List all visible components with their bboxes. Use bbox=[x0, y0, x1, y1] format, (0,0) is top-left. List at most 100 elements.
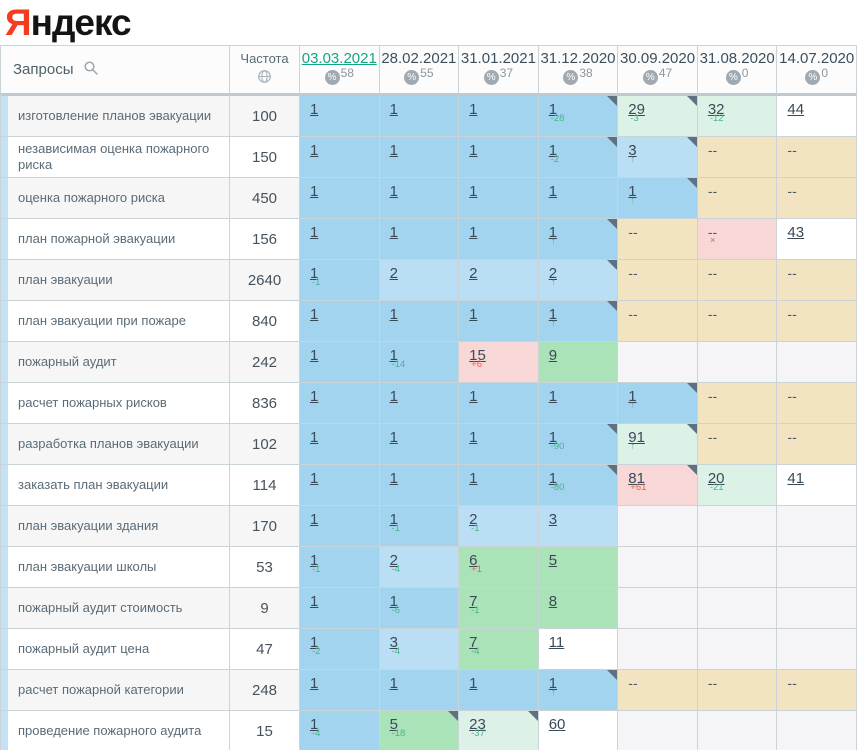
position-link[interactable]: 3 bbox=[548, 511, 558, 528]
position-link[interactable]: 1 bbox=[469, 675, 478, 692]
query-cell[interactable]: пожарный аудит bbox=[1, 342, 230, 383]
position-link[interactable]: 41 bbox=[787, 470, 805, 487]
position-link[interactable]: 1 bbox=[389, 183, 398, 200]
position-link[interactable]: 1 bbox=[548, 224, 558, 241]
position-link[interactable]: 6 bbox=[469, 552, 478, 569]
position-link[interactable]: 1 bbox=[310, 101, 319, 118]
query-cell[interactable]: расчет пожарной категории bbox=[1, 670, 230, 711]
position-link[interactable]: 1 bbox=[389, 306, 398, 323]
query-cell[interactable]: разработка планов эвакуации bbox=[1, 424, 230, 465]
position-link[interactable]: 2 bbox=[389, 265, 398, 282]
position-link[interactable]: 1 bbox=[469, 101, 478, 118]
position-link[interactable]: 1 bbox=[548, 183, 558, 200]
position-link[interactable]: 1 bbox=[548, 142, 558, 159]
position-link[interactable]: 1 bbox=[389, 429, 398, 446]
query-cell[interactable]: пожарный аудит стоимость bbox=[1, 588, 230, 629]
query-cell[interactable]: оценка пожарного риска bbox=[1, 178, 230, 219]
position-link[interactable]: 1 bbox=[548, 470, 558, 487]
position-link[interactable]: 1 bbox=[469, 142, 478, 159]
position-link[interactable]: 91 bbox=[628, 429, 645, 446]
position-link[interactable]: 2 bbox=[548, 265, 558, 282]
position-link[interactable]: 1 bbox=[310, 716, 319, 733]
position-link[interactable]: 1 bbox=[389, 142, 398, 159]
position-link[interactable]: 1 bbox=[469, 429, 478, 446]
column-header-date[interactable]: 31.08.2020% 0 bbox=[697, 46, 778, 96]
position-link[interactable]: 3 bbox=[389, 634, 398, 651]
position-link[interactable]: 1 bbox=[310, 224, 319, 241]
position-link[interactable]: 1 bbox=[389, 347, 398, 364]
position-link[interactable]: 20 bbox=[707, 470, 725, 487]
position-link[interactable]: 1 bbox=[548, 675, 558, 692]
position-link[interactable]: 1 bbox=[389, 388, 398, 405]
region-globe-icon[interactable] bbox=[257, 69, 272, 87]
position-link[interactable]: 3 bbox=[628, 142, 637, 159]
position-link[interactable]: 1 bbox=[389, 224, 398, 241]
position-link[interactable]: 1 bbox=[310, 634, 319, 651]
column-header-date[interactable]: 03.03.2021% 58 bbox=[300, 46, 380, 96]
position-link[interactable]: 5 bbox=[548, 552, 558, 569]
position-link[interactable]: 1 bbox=[310, 265, 319, 282]
position-link[interactable]: 1 bbox=[469, 388, 478, 405]
position-link[interactable]: 32 bbox=[707, 101, 725, 118]
query-cell[interactable]: план эвакуации здания bbox=[1, 506, 230, 547]
search-icon[interactable] bbox=[83, 60, 99, 80]
column-header-date[interactable]: 30.09.2020% 47 bbox=[618, 46, 698, 96]
position-link[interactable]: 1 bbox=[389, 470, 398, 487]
position-link[interactable]: 9 bbox=[548, 347, 558, 364]
position-link[interactable]: 1 bbox=[310, 552, 319, 569]
position-link[interactable]: 81 bbox=[628, 470, 645, 487]
position-link[interactable]: 29 bbox=[628, 101, 645, 118]
column-header-date[interactable]: 31.12.2020% 38 bbox=[538, 46, 619, 96]
position-link[interactable]: 1 bbox=[548, 388, 558, 405]
position-link[interactable]: 1 bbox=[310, 306, 319, 323]
position-link[interactable]: 1 bbox=[469, 224, 478, 241]
query-cell[interactable]: изготовление планов эвакуации bbox=[1, 96, 230, 137]
position-link[interactable]: 1 bbox=[548, 306, 558, 323]
position-link[interactable]: 11 bbox=[548, 634, 565, 651]
query-cell[interactable]: пожарный аудит цена bbox=[1, 629, 230, 670]
query-cell[interactable]: заказать план эвакуации bbox=[1, 465, 230, 506]
position-link[interactable]: 1 bbox=[310, 511, 319, 528]
position-link[interactable]: 1 bbox=[310, 593, 319, 610]
position-link[interactable]: 1 bbox=[389, 511, 398, 528]
position-link[interactable]: 44 bbox=[787, 101, 805, 118]
position-link[interactable]: 15 bbox=[469, 347, 486, 364]
position-link[interactable]: 5 bbox=[389, 716, 398, 733]
position-link[interactable]: 2 bbox=[469, 265, 478, 282]
position-link[interactable]: 1 bbox=[628, 388, 637, 405]
position-link[interactable]: 7 bbox=[469, 634, 478, 651]
query-cell[interactable]: план эвакуации при пожаре bbox=[1, 301, 230, 342]
position-link[interactable]: 2 bbox=[469, 511, 478, 528]
position-link[interactable]: 1 bbox=[310, 429, 319, 446]
position-link[interactable]: 1 bbox=[310, 388, 319, 405]
position-link[interactable]: 1 bbox=[548, 101, 558, 118]
query-cell[interactable]: проведение пожарного аудита bbox=[1, 711, 230, 750]
position-link[interactable]: 1 bbox=[310, 347, 319, 364]
position-link[interactable]: 7 bbox=[469, 593, 478, 610]
position-link[interactable]: 1 bbox=[469, 470, 478, 487]
position-link[interactable]: 1 bbox=[548, 429, 558, 446]
query-cell[interactable]: независимая оценка пожарного риска bbox=[1, 137, 230, 178]
position-link[interactable]: 1 bbox=[469, 306, 478, 323]
query-cell[interactable]: план эвакуации школы bbox=[1, 547, 230, 588]
column-header-date[interactable]: 31.01.2021% 37 bbox=[459, 46, 539, 96]
query-cell[interactable]: план пожарной эвакуации bbox=[1, 219, 230, 260]
query-cell[interactable]: план эвакуации bbox=[1, 260, 230, 301]
position-link[interactable]: 23 bbox=[469, 716, 486, 733]
position-link[interactable]: 1 bbox=[310, 470, 319, 487]
position-link[interactable]: 1 bbox=[389, 675, 398, 692]
position-link[interactable]: 1 bbox=[628, 183, 637, 200]
column-header-date[interactable]: 28.02.2021% 55 bbox=[379, 46, 460, 96]
position-link[interactable]: 2 bbox=[389, 552, 398, 569]
position-link[interactable]: 1 bbox=[469, 183, 478, 200]
position-link[interactable]: 43 bbox=[787, 224, 805, 241]
position-link[interactable]: 8 bbox=[548, 593, 558, 610]
query-cell[interactable]: расчет пожарных рисков bbox=[1, 383, 230, 424]
column-header-date[interactable]: 14.07.2020% 0 bbox=[777, 46, 857, 96]
position-link[interactable]: 60 bbox=[548, 716, 566, 733]
position-link[interactable]: 1 bbox=[310, 675, 319, 692]
position-link[interactable]: 1 bbox=[389, 101, 398, 118]
position-link[interactable]: 1 bbox=[310, 142, 319, 159]
position-link[interactable]: 1 bbox=[389, 593, 398, 610]
position-link[interactable]: 1 bbox=[310, 183, 319, 200]
